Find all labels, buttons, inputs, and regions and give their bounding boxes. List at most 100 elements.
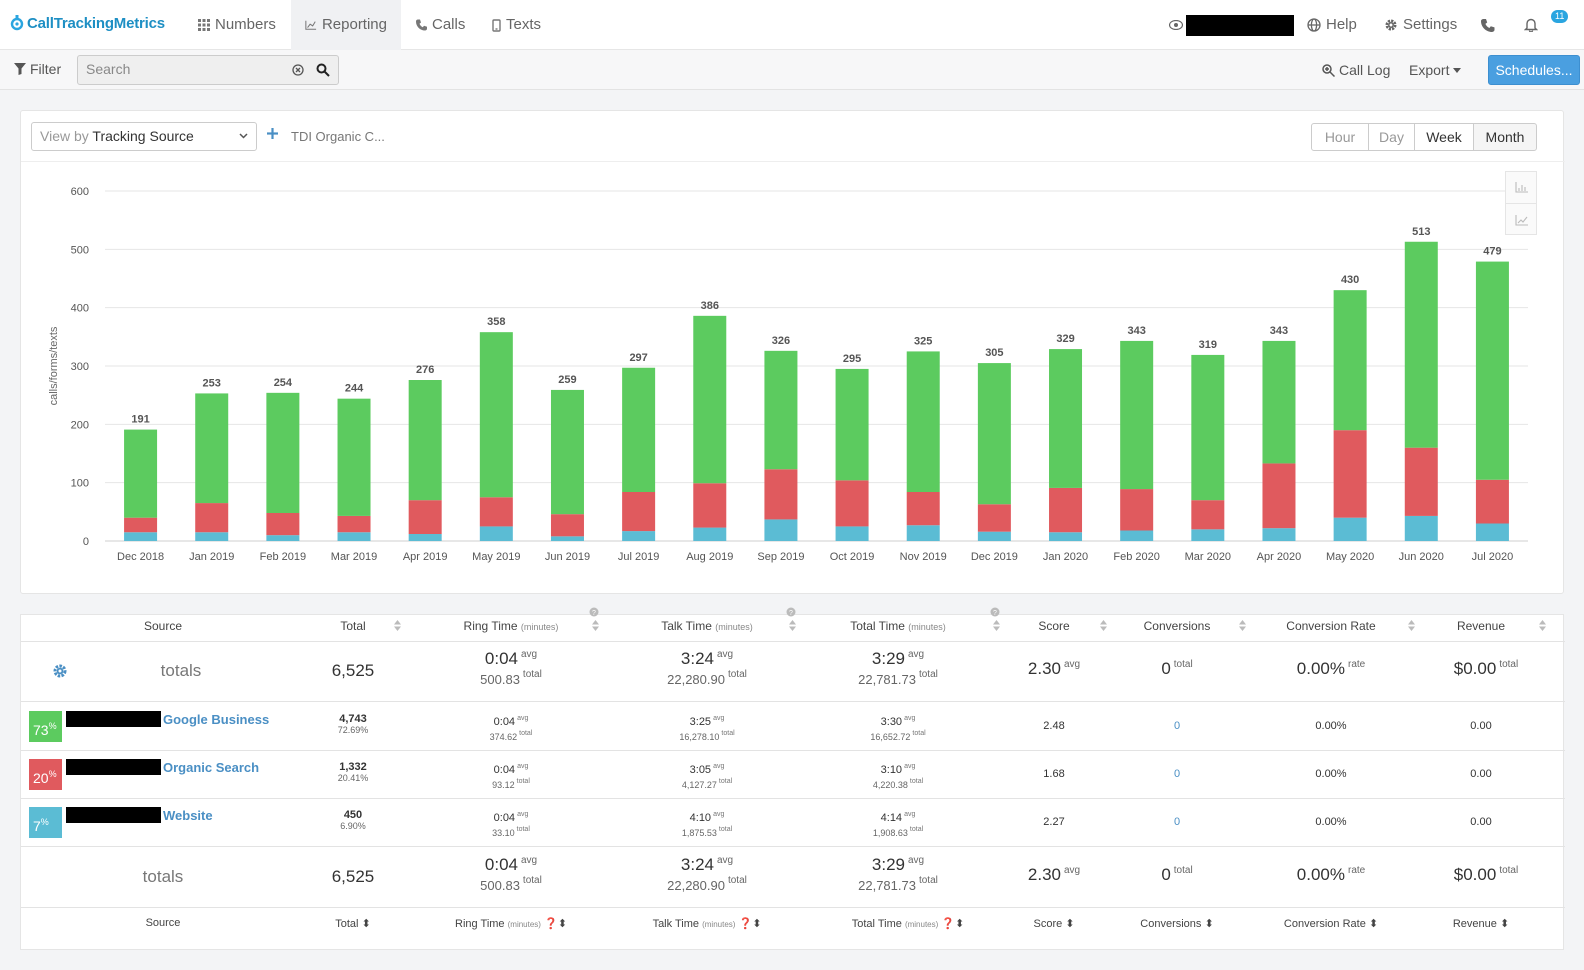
sort-icon[interactable]: [993, 620, 1000, 631]
bar-segment: [1475, 523, 1509, 541]
eye-icon[interactable]: [1169, 20, 1183, 30]
sort-icon[interactable]: [789, 620, 796, 631]
footer-header-conversions[interactable]: Conversions ⬍: [1127, 917, 1227, 930]
top-nav: CallTrackingMetrics Numbers Reporting Ca…: [0, 0, 1584, 50]
active-filter-chip[interactable]: TDI Organic C...: [291, 129, 385, 144]
search-icon[interactable]: [316, 63, 330, 77]
nav-calls[interactable]: Calls: [402, 0, 479, 50]
granularity-week[interactable]: Week: [1414, 123, 1474, 151]
footer-header-total-time[interactable]: Total Time (minutes) ❓⬍: [818, 917, 998, 930]
source-link[interactable]: Organic Search: [163, 760, 260, 775]
bar-segment: [337, 515, 371, 533]
percent-sign: %: [48, 721, 57, 731]
nav-help[interactable]: Help: [1293, 0, 1371, 50]
bar-segment: [1475, 261, 1509, 480]
app-logo[interactable]: CallTrackingMetrics: [10, 14, 165, 32]
row-talk-total: 4,127.27: [681, 780, 717, 790]
col-header-total[interactable]: Total: [340, 619, 366, 633]
clear-search-icon[interactable]: [292, 64, 304, 76]
time-total: 22,781.73: [858, 672, 916, 687]
nav-reporting[interactable]: Reporting: [291, 0, 401, 50]
row-talk-total: 16,278.10: [679, 732, 720, 742]
sort-icon[interactable]: [1100, 620, 1107, 631]
bar-segment: [1049, 349, 1083, 488]
filter-button[interactable]: Filter: [14, 61, 61, 77]
col-header-source[interactable]: Source: [143, 619, 183, 633]
share-badge-value: 73: [33, 722, 49, 738]
export-dropdown[interactable]: Export: [1409, 62, 1462, 78]
avg-label: avg: [1063, 659, 1081, 670]
help-icon[interactable]: ?: [990, 607, 1000, 617]
report-toolbar: Filter Call Log Export Schedules...: [0, 50, 1584, 90]
footer-header-revenue[interactable]: Revenue ⬍: [1441, 917, 1521, 930]
col-header-talk-time[interactable]: Talk Time (minutes): [627, 619, 787, 633]
totals-label-top: totals: [160, 661, 202, 680]
x-tick-label: Jul 2020: [1472, 551, 1514, 563]
gear-icon[interactable]: [52, 663, 68, 679]
footer-header-source[interactable]: Source: [145, 917, 181, 929]
sort-icon[interactable]: [592, 620, 599, 631]
col-header-score[interactable]: Score: [1038, 619, 1070, 633]
sort-icon[interactable]: [394, 620, 401, 631]
footer-header-conversion-rate[interactable]: Conversion Rate ⬍: [1271, 917, 1391, 930]
footer-header-score[interactable]: Score ⬍: [1014, 917, 1094, 930]
bar-segment: [1049, 532, 1083, 541]
chart-divider: [21, 161, 1565, 162]
view-by-select[interactable]: View by Tracking Source: [31, 122, 257, 151]
col-header-conversions[interactable]: Conversions: [1143, 619, 1211, 633]
row-time-total: 1,908.63: [872, 828, 908, 838]
col-header-conversion-rate[interactable]: Conversion Rate: [1286, 619, 1376, 633]
col-header-revenue[interactable]: Revenue: [1456, 619, 1506, 633]
sort-icon[interactable]: [1239, 620, 1246, 631]
rate-label: rate: [1347, 865, 1366, 876]
total-label: total: [718, 778, 733, 785]
phone-call-icon[interactable]: [1481, 18, 1495, 32]
nav-reporting-label: Reporting: [321, 16, 387, 33]
footer-header-total[interactable]: Total ⬍: [321, 917, 385, 930]
granularity-month[interactable]: Month: [1473, 123, 1537, 151]
x-tick-label: Sep 2019: [757, 551, 804, 563]
sort-icon: ⬍: [361, 918, 371, 930]
line-chart-toggle[interactable]: [1506, 204, 1536, 236]
add-filter-icon[interactable]: [267, 128, 278, 139]
sort-icon: ⬍: [1368, 918, 1379, 930]
col-header-total-time[interactable]: Total Time (minutes): [818, 619, 978, 633]
sort-icon[interactable]: [1539, 620, 1546, 631]
footer-header-ring-time[interactable]: Ring Time (minutes) ❓⬍: [431, 917, 591, 930]
row-talk-avg: 3:05: [689, 764, 712, 776]
row-ring-total: 93.12: [492, 780, 515, 790]
bar-chart-toggle[interactable]: [1506, 172, 1536, 204]
search-box: [77, 55, 339, 85]
totals-conversions-top: 0 total: [1127, 659, 1227, 679]
notification-count-badge: 11: [1551, 10, 1569, 23]
schedules-button[interactable]: Schedules...: [1488, 55, 1580, 85]
nav-numbers-label: Numbers: [215, 16, 276, 33]
help-icon[interactable]: ?: [589, 607, 599, 617]
chart-icon: [305, 20, 317, 30]
call-log-link[interactable]: Call Log: [1322, 62, 1390, 78]
search-input[interactable]: [86, 61, 286, 77]
source-link[interactable]: Website: [163, 808, 213, 823]
nav-texts[interactable]: Texts: [478, 0, 555, 50]
row-score: 2.48: [1043, 720, 1065, 732]
help-icon[interactable]: ?: [786, 607, 796, 617]
sort-icon[interactable]: [1408, 620, 1415, 631]
nav-numbers[interactable]: Numbers: [184, 0, 290, 50]
footer-header-talk-time[interactable]: Talk Time (minutes) ❓⬍: [627, 917, 787, 930]
granularity-hour[interactable]: Hour: [1311, 123, 1369, 151]
row-conversions-link[interactable]: 0: [1173, 768, 1181, 780]
col-header-ring-time[interactable]: Ring Time (minutes): [431, 619, 591, 633]
total-label: total: [1173, 659, 1193, 670]
y-tick-label: 600: [71, 186, 89, 198]
x-tick-label: Jun 2020: [1399, 551, 1444, 563]
nav-calls-label: Calls: [432, 16, 466, 33]
source-link[interactable]: Google Business: [163, 712, 270, 727]
granularity-day[interactable]: Day: [1368, 123, 1415, 151]
row-conversions-link[interactable]: 0: [1173, 720, 1181, 732]
nav-settings[interactable]: Settings: [1370, 0, 1471, 50]
avg-label: avg: [907, 649, 925, 660]
redacted-source-prefix: [66, 759, 161, 775]
row-conversions-link[interactable]: 0: [1173, 816, 1181, 828]
totals-revenue-bottom: $0.00 total: [1431, 865, 1541, 885]
bell-icon[interactable]: [1524, 17, 1538, 32]
